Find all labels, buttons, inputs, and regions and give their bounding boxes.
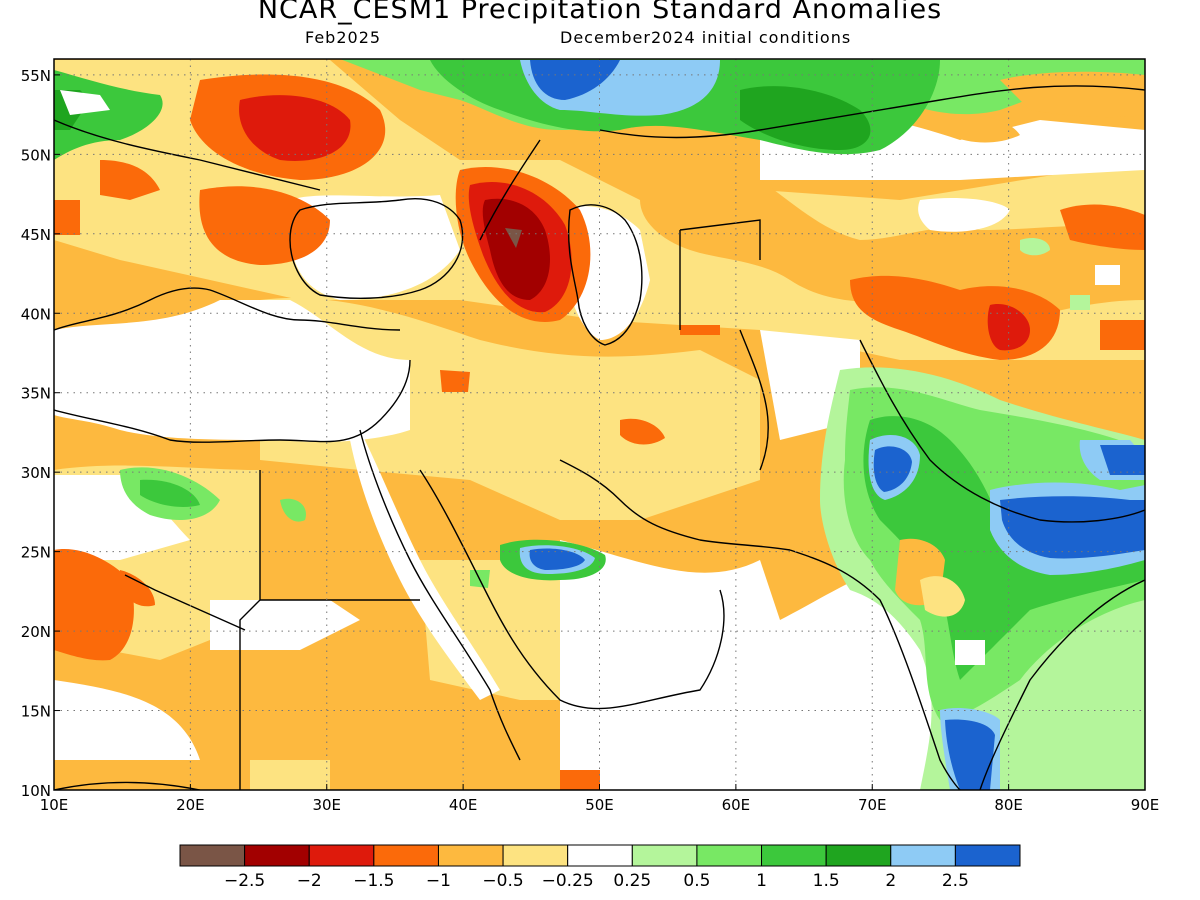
- lat-tick-label: 55N: [21, 67, 51, 85]
- colorbar-swatch: [825, 844, 892, 867]
- lon-tick-label: 40E: [449, 796, 478, 814]
- colorbar-swatch: [244, 844, 310, 867]
- lat-tick-label: 10N: [21, 782, 51, 800]
- initial-conditions: December2024 initial conditions: [560, 28, 852, 47]
- lat-tick-label: 20N: [21, 623, 51, 641]
- colorbar-label: 2.5: [942, 871, 969, 891]
- colorbar-label: 1: [756, 871, 767, 891]
- colorbar-label: −2.5: [224, 871, 265, 891]
- colorbar-swatch: [567, 844, 633, 867]
- colorbar-swatch: [373, 844, 439, 867]
- colorbar: [179, 844, 1021, 867]
- lon-tick-label: 10E: [40, 796, 69, 814]
- colorbar-swatch: [696, 844, 763, 867]
- lon-tick-label: 80E: [994, 796, 1023, 814]
- longitude-axis: 10E 20E 30E 40E 50E 60E 70E 80E 90E: [40, 784, 1160, 814]
- lat-tick-label: 40N: [21, 305, 51, 323]
- colorbar-label: 0.5: [683, 871, 710, 891]
- forecast-month: Feb2025: [305, 28, 382, 47]
- colorbar-swatch: [437, 844, 504, 867]
- lon-tick-label: 20E: [176, 796, 205, 814]
- lon-tick-label: 50E: [585, 796, 614, 814]
- colorbar-label: −1.5: [353, 871, 394, 891]
- colorbar-label: −0.25: [542, 871, 594, 891]
- colorbar-swatch: [502, 844, 569, 867]
- colorbar-label: 1.5: [813, 871, 840, 891]
- colorbar-label: −1: [426, 871, 451, 891]
- lat-tick-label: 35N: [21, 385, 51, 403]
- colorbar-swatch: [890, 844, 956, 867]
- colorbar-swatch: [179, 844, 246, 867]
- map-gridlines: [54, 59, 1145, 790]
- lon-tick-label: 30E: [312, 796, 341, 814]
- colorbar-label: −0.5: [482, 871, 523, 891]
- map-title: NCAR_CESM1 Precipitation Standard Anomal…: [257, 0, 943, 25]
- lat-tick-label: 30N: [21, 464, 51, 482]
- colorbar-swatch: [761, 844, 827, 867]
- anomaly-field: [54, 59, 1145, 790]
- lat-tick-label: 45N: [21, 226, 51, 244]
- colorbar-swatch: [631, 844, 698, 867]
- colorbar-swatch: [308, 844, 375, 867]
- lon-tick-label: 60E: [722, 796, 751, 814]
- colorbar-label: 2: [885, 871, 896, 891]
- colorbar-label: 0.25: [613, 871, 651, 891]
- lat-tick-label: 50N: [21, 146, 51, 164]
- lat-tick-label: 25N: [21, 544, 51, 562]
- colorbar-labels: −2.5 −2 −1.5 −1 −0.5 −0.25 0.25 0.5 1 1.5 2 2.5: [224, 871, 969, 891]
- lon-tick-label: 70E: [858, 796, 887, 814]
- latitude-axis: 10N 15N 20N 25N 30N 35N 40N 45N 50N 55N: [21, 67, 60, 800]
- lon-tick-label: 90E: [1131, 796, 1160, 814]
- colorbar-swatch: [954, 844, 1021, 867]
- colorbar-label: −2: [297, 871, 322, 891]
- lat-tick-label: 15N: [21, 703, 51, 721]
- coastlines: [54, 85, 1145, 790]
